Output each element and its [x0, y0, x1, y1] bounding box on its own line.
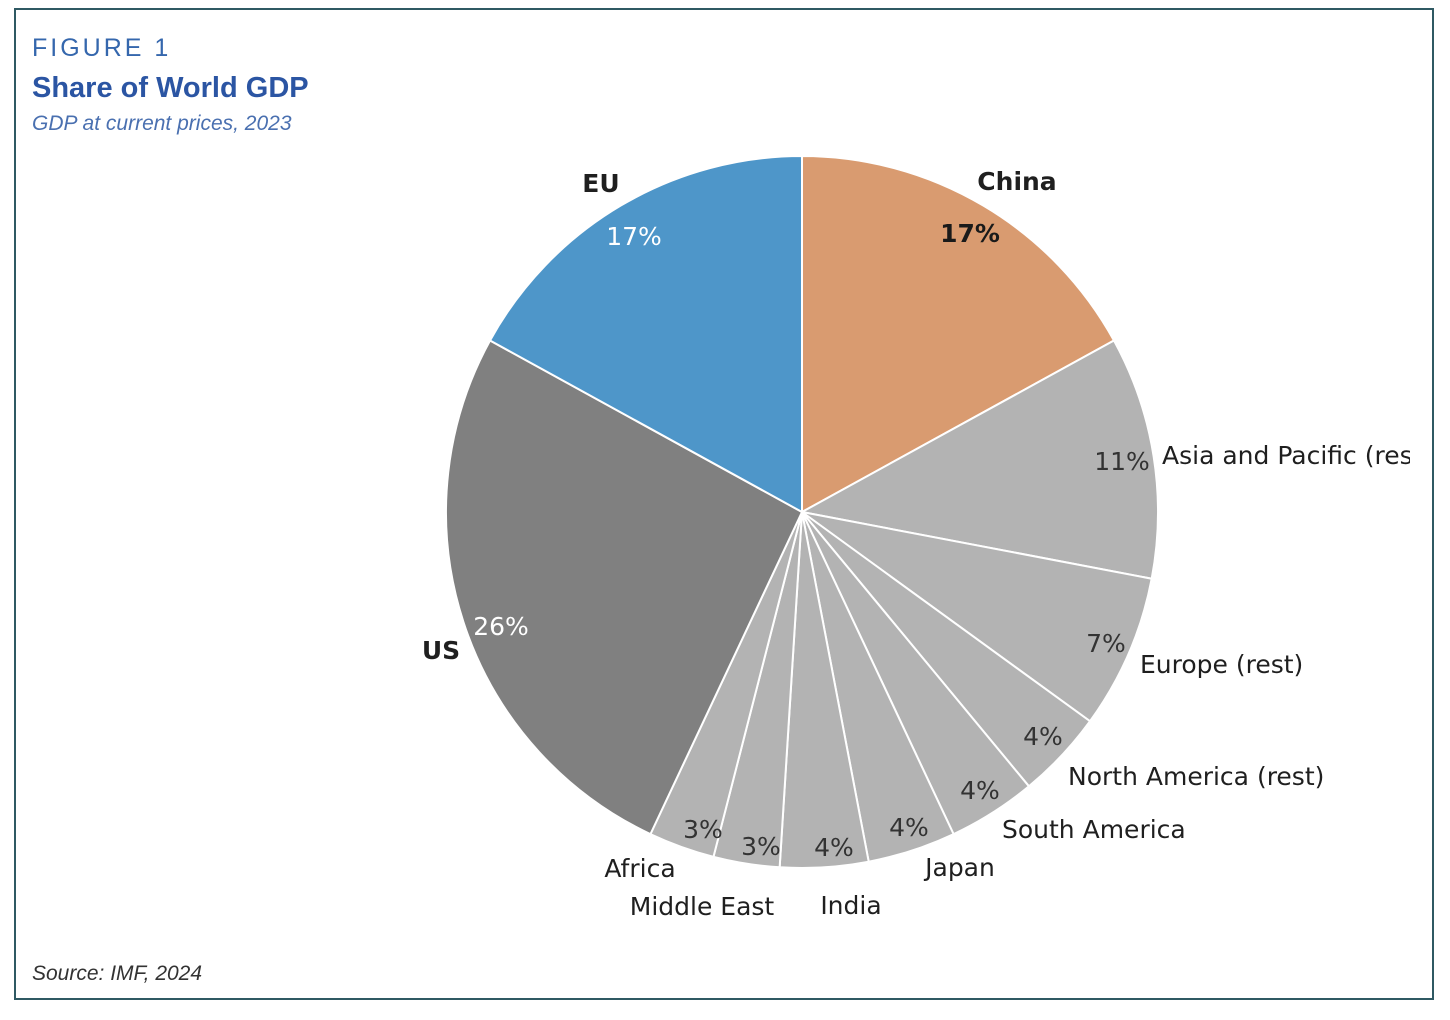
category-label-india: India	[820, 891, 881, 920]
pie-slice-china	[801, 154, 1116, 514]
pie-slice-eu	[488, 154, 803, 514]
pie-slice-europe-rest	[801, 511, 1153, 723]
figure-label: FIGURE 1	[32, 34, 172, 62]
data-label-japan: 4%	[889, 813, 929, 842]
data-label-eu: 17%	[606, 222, 662, 251]
data-label-europe-rest: 7%	[1086, 629, 1126, 658]
category-label-asia-and-pacific-rest: Asia and Pacific (rest)	[1162, 441, 1432, 470]
category-label-china: China	[977, 167, 1056, 196]
data-label-us: 26%	[473, 612, 529, 641]
data-label-china: 17%	[940, 219, 1000, 248]
category-label-eu: EU	[582, 169, 619, 198]
category-label-africa: Africa	[604, 854, 675, 883]
source-note: Source: IMF, 2024	[32, 962, 203, 985]
pie-labels: 17% China 11% Asia and Pacific (rest) 7% Euro…	[422, 167, 1432, 921]
category-label-north-america-rest: North America (rest)	[1068, 762, 1324, 791]
data-label-middle-east: 3%	[741, 832, 781, 861]
pie-slice-asia-and-pacific-rest	[799, 339, 1159, 580]
data-label-north-america-rest: 4%	[1023, 722, 1063, 751]
data-label-asia-and-pacific-rest: 11%	[1094, 447, 1150, 476]
data-label-india: 4%	[814, 833, 854, 862]
category-label-south-america: South America	[1002, 815, 1186, 844]
pie-slices	[445, 154, 1159, 869]
chart-title: Share of World GDP	[32, 72, 309, 104]
category-label-japan: Japan	[923, 853, 995, 882]
data-label-africa: 3%	[683, 815, 723, 844]
chart-subtitle: GDP at current prices, 2023	[32, 112, 292, 135]
category-label-europe-rest: Europe (rest)	[1140, 650, 1303, 679]
category-label-middle-east: Middle East	[630, 892, 775, 921]
data-label-south-america: 4%	[960, 776, 1000, 805]
category-label-us: US	[422, 636, 460, 665]
